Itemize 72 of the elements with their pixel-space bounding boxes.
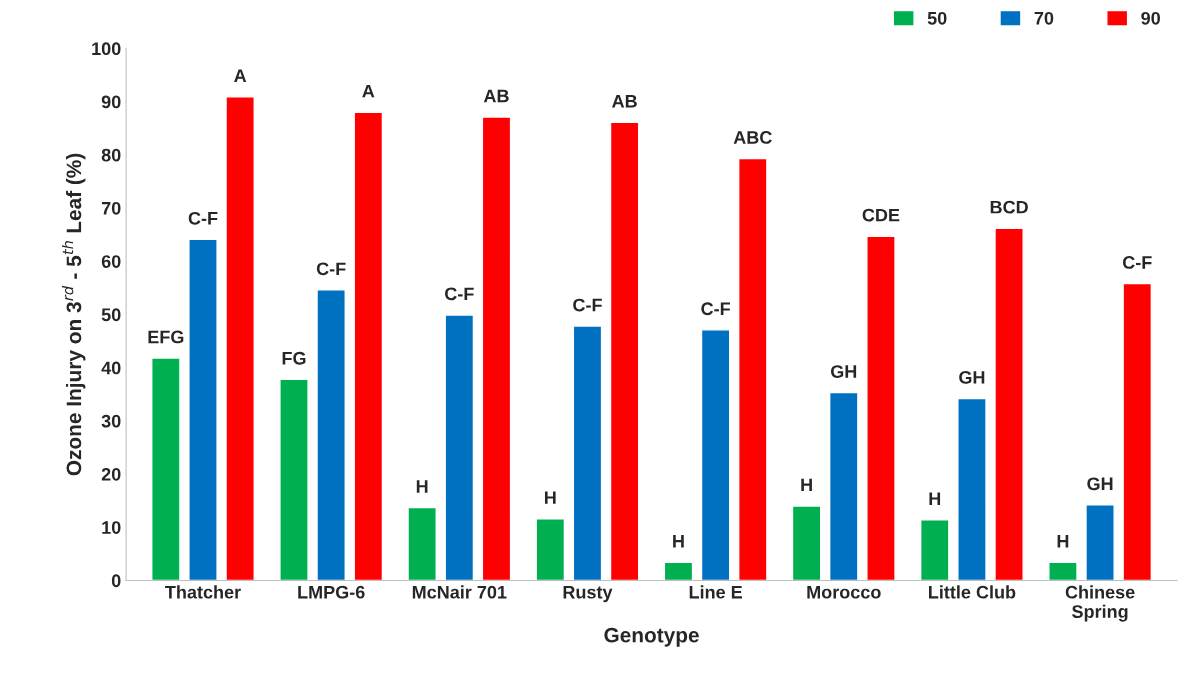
data-label: EFG [148,330,184,344]
x-tick-label: Little Club [929,585,1016,599]
data-label: C-F [701,302,730,316]
data-label: FG [282,351,306,365]
data-label: A [234,69,247,82]
bar [407,506,437,581]
y-tick-label: 50 [101,308,121,322]
bar [609,121,640,581]
data-label: C-F [445,287,474,301]
x-tick-label: Morocco [807,585,881,599]
y-tick-label: 10 [102,521,121,534]
bar [535,518,566,581]
x-tick-label: McNair 701 [412,585,507,599]
data-label: C-F [573,298,602,312]
y-axis-title: Ozone Injury on 3$^{rd}$ - 5$^{th}$ Leaf (%) [62,153,86,476]
bar [444,314,475,581]
legend-label: 90 [1141,11,1160,25]
x-tick-label: Thatcher [165,585,241,599]
data-label: H [673,535,684,548]
bar [957,397,987,581]
bar [316,289,346,581]
y-tick-label: 20 [101,467,121,481]
data-label: H [544,491,556,504]
data-label: H [416,480,428,493]
bar [737,157,768,581]
y-tick-label: 100 [92,42,121,56]
x-tick-label: Line E [689,585,743,599]
bar [919,519,950,581]
bar [791,505,822,581]
y-tick-label: 40 [101,361,121,375]
data-label: CDE [862,208,900,222]
bar [279,378,309,581]
data-label: C-F [188,211,218,225]
x-axis-title: Genotype [604,627,699,647]
y-tick-label: 70 [101,201,121,215]
bar [700,329,731,581]
data-label: AB [612,95,637,108]
data-label: GH [1087,477,1113,491]
legend-label: 50 [927,11,947,25]
data-label: GH [959,371,985,384]
bar [866,235,896,581]
bar [1122,282,1153,581]
bar [151,357,181,581]
bar [663,561,694,581]
bar [481,116,512,581]
x-tick-label: LMPG-6 [298,585,365,599]
legend-label: 70 [1034,11,1054,25]
x-tick-label: Chinese Spring [1065,585,1135,622]
data-label: A [362,84,375,98]
y-tick-label: 0 [111,574,121,588]
x-tick-label: Rusty [563,585,613,603]
y-tick-label: 30 [101,414,121,428]
data-label: AB [483,89,509,103]
y-tick-label: 60 [101,255,121,268]
bar [828,391,859,581]
bar [1048,561,1078,581]
y-tick-label: 80 [101,148,121,162]
data-label: H [929,492,941,505]
data-label: ABC [733,131,772,144]
bar [225,96,255,581]
data-label: C-F [316,262,346,276]
data-label: H [801,478,812,492]
data-label: BCD [990,200,1028,214]
data-label: C-F [1122,256,1152,269]
bar [1085,504,1115,581]
y-tick-label: 90 [101,95,121,109]
data-label: H [1057,535,1069,548]
bar [188,238,218,581]
data-label: GH [830,365,857,378]
bar [994,227,1024,581]
bar [572,325,603,581]
bar [353,111,384,581]
